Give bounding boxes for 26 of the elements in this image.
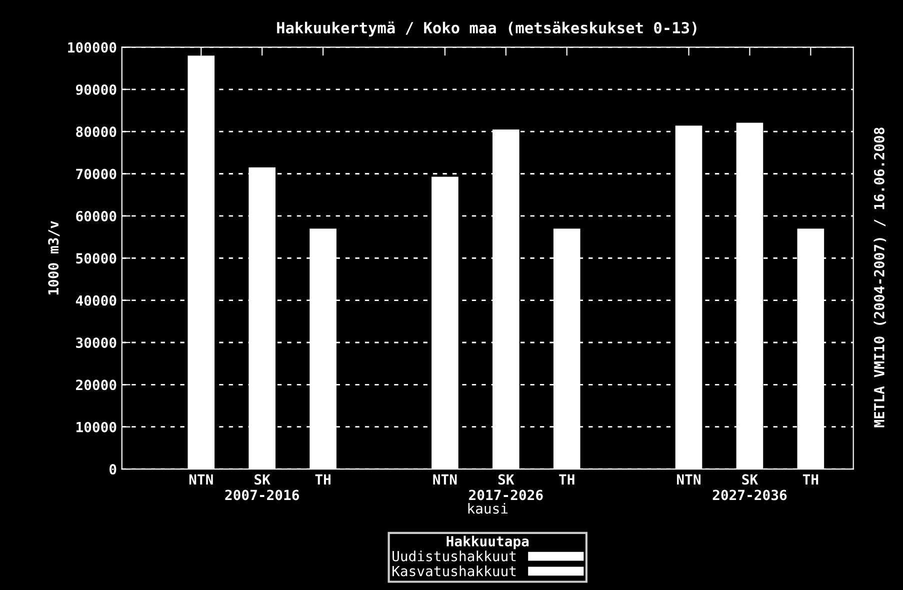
y-tick-label: 10000 bbox=[76, 422, 116, 432]
y-tick-label: 80000 bbox=[76, 126, 116, 138]
x-tick-label: SK 2027-2036 bbox=[712, 474, 787, 500]
y-tick-label: 0 bbox=[110, 464, 116, 475]
chart-title: Hakkuukertymä / Koko maa (metsäkeskukset 0-13) bbox=[277, 21, 696, 36]
y-tick-label: 30000 bbox=[76, 337, 116, 348]
x-tick-label: TH bbox=[315, 474, 330, 484]
legend-title: Hakkuutapa bbox=[446, 536, 529, 550]
legend-label: Uudistushakkuut bbox=[392, 550, 516, 562]
x-tick-label: NTN bbox=[677, 474, 700, 484]
y-axis-title: 1000 m3/v bbox=[48, 221, 60, 294]
x-tick-label: TH bbox=[802, 474, 818, 484]
y-tick-label: 70000 bbox=[76, 168, 116, 180]
text: METLA VMI10 (2004-2007) / 16.06.2008 bbox=[874, 128, 886, 428]
x-tick-label: SK 2007-2016 bbox=[225, 474, 299, 500]
y-tick-label: 90000 bbox=[76, 84, 116, 95]
y-tick-label: 60000 bbox=[76, 210, 116, 222]
x-tick-label: NTN bbox=[189, 474, 213, 484]
y-tick-label: 50000 bbox=[76, 253, 116, 264]
x-axis-title: kausi bbox=[468, 502, 508, 514]
y-tick-label: 100000 bbox=[68, 42, 116, 53]
legend-label: Kasvatushakkuut bbox=[392, 566, 516, 576]
x-tick-label: NTN bbox=[433, 474, 457, 484]
x-tick-label: TH bbox=[559, 474, 574, 484]
y-tick-label: 40000 bbox=[76, 295, 116, 306]
y-tick-label: 20000 bbox=[76, 380, 116, 390]
